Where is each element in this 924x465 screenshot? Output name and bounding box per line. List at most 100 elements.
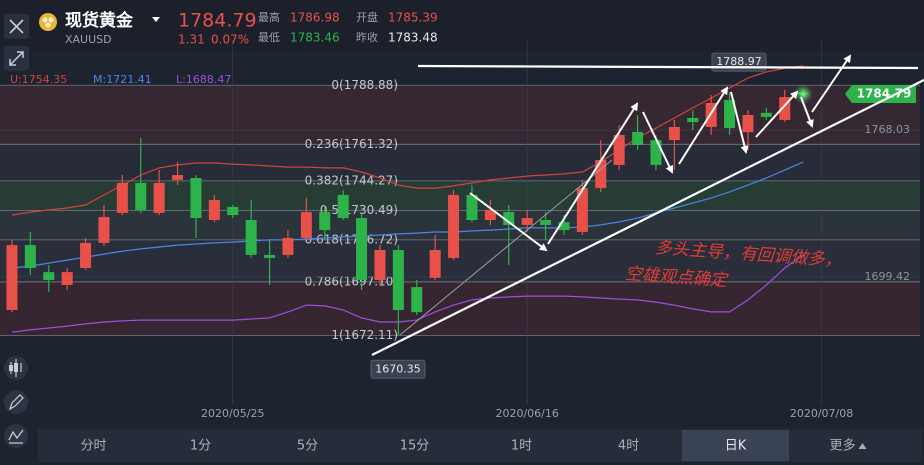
candle-body bbox=[632, 131, 644, 145]
fib-label: 0.236(1761.32) bbox=[305, 137, 398, 151]
candle-body bbox=[392, 250, 404, 310]
fib-band bbox=[0, 144, 920, 181]
arrow bbox=[755, 90, 799, 138]
fib-band bbox=[0, 239, 920, 282]
band-line bbox=[11, 65, 804, 216]
sidebar bbox=[4, 14, 29, 448]
stat-label: 昨收 bbox=[356, 30, 378, 44]
stat-value: 1785.39 bbox=[388, 11, 438, 25]
support-line bbox=[371, 79, 924, 356]
stat-label: 最高 bbox=[258, 10, 280, 24]
tab-selected-bg bbox=[682, 430, 789, 461]
candle-body bbox=[650, 140, 662, 165]
candle-body bbox=[6, 245, 18, 310]
y-tick-label: 1768.03 bbox=[865, 123, 911, 136]
expand-icon bbox=[9, 51, 24, 66]
candle-body bbox=[576, 188, 588, 232]
candle-body bbox=[779, 97, 791, 120]
y-tick-label: 1699.42 bbox=[865, 270, 911, 283]
candle-body bbox=[742, 115, 754, 133]
stat-value: 1783.46 bbox=[290, 31, 340, 45]
x-tick-label: 2020/05/25 bbox=[201, 407, 264, 420]
arrow bbox=[642, 111, 673, 174]
candle-body bbox=[540, 220, 552, 225]
dropdown-caret[interactable] bbox=[152, 17, 160, 22]
candle-body bbox=[61, 272, 73, 285]
candle-body bbox=[24, 245, 36, 268]
fib-band bbox=[0, 180, 920, 211]
arrow bbox=[800, 96, 814, 128]
candle-body bbox=[300, 212, 312, 238]
candle-body bbox=[227, 206, 239, 216]
timeframe-tab[interactable]: 4时 bbox=[618, 439, 639, 454]
timeframe-tab[interactable]: 1分 bbox=[190, 439, 211, 454]
arrow bbox=[469, 192, 548, 252]
candle-body bbox=[668, 127, 680, 141]
timeframe-tab[interactable]: 1时 bbox=[511, 439, 532, 454]
candle-body bbox=[43, 272, 55, 280]
candle-body bbox=[337, 194, 349, 219]
timeframe-tab[interactable]: 更多 bbox=[829, 438, 855, 454]
gold-icon-dot bbox=[42, 17, 48, 23]
candle-body bbox=[466, 194, 478, 220]
candle-body bbox=[264, 254, 276, 258]
timeframe-tab[interactable]: 分时 bbox=[80, 439, 106, 454]
x-tick-label: 2020/06/16 bbox=[495, 407, 558, 420]
fib-band bbox=[0, 281, 920, 336]
instrument-name[interactable]: 现货黄金 bbox=[65, 10, 134, 31]
gold-icon-dot bbox=[48, 17, 54, 23]
candle-body bbox=[484, 209, 496, 220]
candle-body bbox=[356, 218, 368, 280]
candle-body bbox=[208, 200, 220, 220]
last-price: 1784.79 bbox=[178, 10, 257, 32]
stat-value: 1786.98 bbox=[290, 11, 340, 25]
fib-label: 0.382(1744.27) bbox=[305, 173, 398, 187]
legend-entry: L:1688.47 bbox=[176, 73, 231, 86]
candle-body bbox=[153, 182, 165, 213]
candle-body bbox=[613, 134, 625, 165]
timeframe-tab[interactable]: 日K bbox=[725, 439, 747, 454]
candle-body bbox=[135, 182, 147, 210]
candle-body bbox=[705, 103, 717, 127]
timeframe-tab[interactable]: 5分 bbox=[297, 439, 318, 454]
gold-icon bbox=[39, 13, 57, 31]
price-callout-label: 1670.35 bbox=[375, 362, 421, 375]
stat-value: 1783.48 bbox=[388, 31, 438, 45]
stat-label: 开盘 bbox=[356, 10, 378, 24]
candle-body bbox=[687, 118, 699, 123]
legend-entry: U:1754.35 bbox=[10, 73, 67, 86]
draw-tool-button[interactable] bbox=[4, 390, 28, 414]
fib-label: 1(1672.11) bbox=[331, 328, 398, 342]
arrow bbox=[547, 102, 639, 245]
timeframe-tab[interactable]: 15分 bbox=[400, 439, 430, 454]
candle-body bbox=[595, 160, 607, 189]
arrow bbox=[730, 91, 749, 154]
legend-entry: M:1721.41 bbox=[93, 73, 152, 86]
pencil-icon bbox=[8, 394, 24, 411]
candle-body bbox=[172, 175, 184, 180]
candle-body bbox=[724, 100, 736, 129]
timeframe-bar: 分时 1分 5分 15分 1时 4时 日K 更多 bbox=[38, 429, 922, 462]
band-line bbox=[11, 161, 804, 269]
candle-body bbox=[760, 112, 772, 117]
fib-band bbox=[0, 210, 920, 240]
price-change-pct: 0.07% bbox=[211, 33, 249, 47]
last-price-label: 1784.79 bbox=[857, 87, 912, 101]
band-line bbox=[11, 254, 804, 333]
candle-tool-icon bbox=[9, 365, 13, 371]
fib-label: 0.5(1730.49) bbox=[320, 203, 398, 217]
last-price-tag bbox=[845, 85, 916, 104]
fib-anchor-line bbox=[399, 159, 613, 336]
candle-body bbox=[429, 250, 441, 278]
arrow bbox=[811, 54, 852, 113]
candle-body bbox=[319, 212, 331, 231]
candle-body bbox=[116, 182, 128, 213]
header-bar bbox=[0, 0, 924, 50]
stat-label: 最低 bbox=[258, 31, 280, 44]
candle-body bbox=[503, 212, 515, 225]
price-change: 1.31 bbox=[178, 33, 205, 47]
instrument-symbol: XAUUSD bbox=[65, 33, 112, 46]
